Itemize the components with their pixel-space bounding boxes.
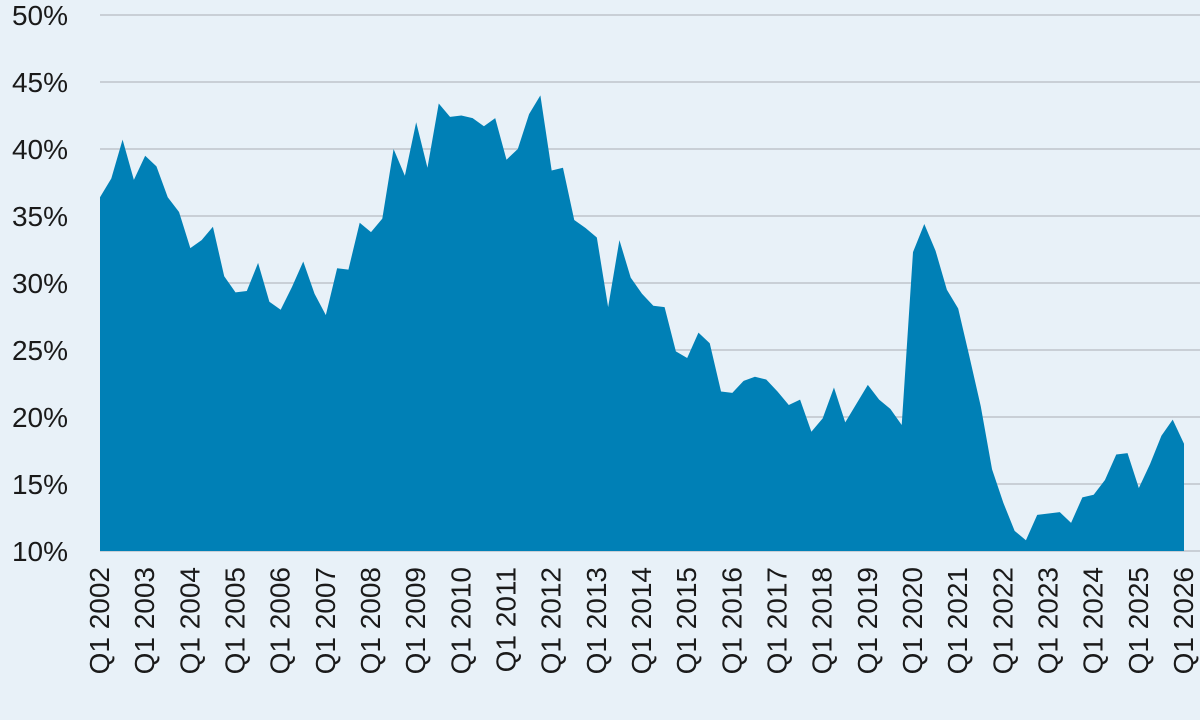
x-tick-label: Q1 2020 (897, 567, 928, 674)
x-tick-label: Q1 2002 (84, 567, 115, 674)
y-tick-label: 20% (12, 402, 68, 433)
x-tick-label: Q1 2004 (174, 567, 205, 674)
x-tick-label: Q1 2016 (716, 567, 747, 674)
y-tick-label: 40% (12, 134, 68, 165)
y-axis-labels: 10% 15% 20% 25% 30% 35% 40% 45% 50% (12, 0, 68, 567)
x-tick-label: Q1 2017 (762, 567, 793, 674)
x-axis-labels: Q1 2002 Q1 2003 Q1 2004 Q1 2005 Q1 2006 Q1 20… (84, 567, 1199, 674)
area-series (100, 95, 1184, 552)
x-tick-label: Q1 2008 (355, 567, 386, 674)
x-tick-label: Q1 2003 (129, 567, 160, 674)
x-tick-label: Q1 2010 (445, 567, 476, 674)
y-tick-label: 10% (12, 536, 68, 567)
x-tick-label: Q1 2015 (671, 567, 702, 674)
y-tick-label: 15% (12, 469, 68, 500)
x-tick-label: Q1 2021 (942, 567, 973, 674)
x-tick-label: Q1 2024 (1078, 567, 1109, 674)
x-tick-label: Q1 2026 (1168, 567, 1199, 674)
y-tick-label: 35% (12, 201, 68, 232)
x-tick-label: Q1 2022 (987, 567, 1018, 674)
y-tick-label: 45% (12, 67, 68, 98)
x-tick-label: Q1 2006 (265, 567, 296, 674)
x-tick-label: Q1 2009 (400, 567, 431, 674)
x-tick-label: Q1 2025 (1123, 567, 1154, 674)
x-tick-label: Q1 2019 (852, 567, 883, 674)
x-tick-label: Q1 2011 (491, 567, 522, 672)
y-tick-label: 25% (12, 335, 68, 366)
x-tick-label: Q1 2023 (1033, 567, 1064, 674)
x-tick-label: Q1 2018 (807, 567, 838, 674)
y-tick-label: 30% (12, 268, 68, 299)
x-tick-label: Q1 2005 (220, 567, 251, 674)
y-tick-label: 50% (12, 0, 68, 31)
x-tick-label: Q1 2012 (536, 567, 567, 674)
x-tick-label: Q1 2014 (626, 567, 657, 674)
x-tick-label: Q1 2007 (310, 567, 341, 674)
x-tick-label: Q1 2013 (581, 567, 612, 674)
